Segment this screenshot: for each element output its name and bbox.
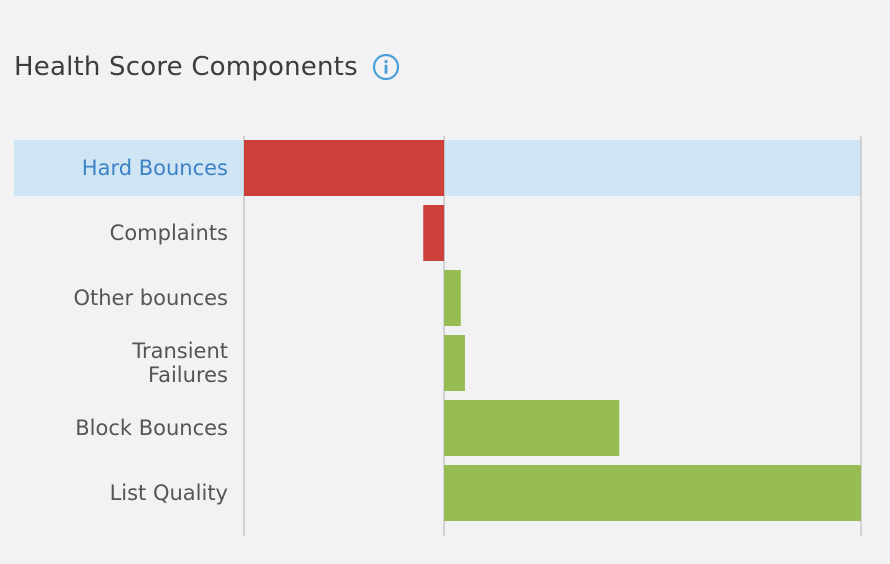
bar-list-quality	[444, 465, 861, 521]
category-label-hard-bounces: Hard Bounces	[82, 156, 228, 180]
category-label-transient-failures: Transient Failures	[131, 339, 228, 387]
chart-header: Health Score Components	[14, 52, 400, 82]
bar-other-bounces	[444, 270, 461, 326]
category-label-list-quality: List Quality	[110, 481, 228, 505]
bar-transient-failures	[444, 335, 465, 391]
chart-title: Health Score Components	[14, 52, 358, 82]
bar-complaints	[423, 205, 445, 261]
category-label-other-bounces: Other bounces	[73, 286, 228, 310]
bar-hard-bounces	[244, 140, 445, 196]
category-label-block-bounces: Block Bounces	[75, 416, 228, 440]
bar-block-bounces	[444, 400, 620, 456]
info-circle-icon[interactable]	[372, 53, 400, 81]
category-label-complaints: Complaints	[110, 221, 228, 245]
